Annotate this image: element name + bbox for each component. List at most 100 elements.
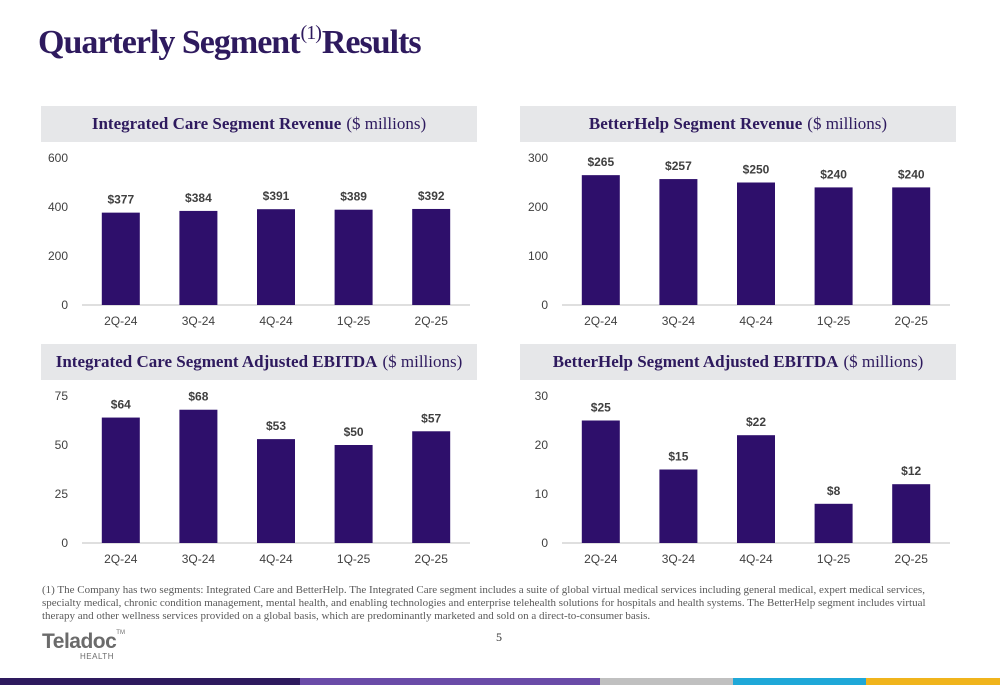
y-tick-label: 0 [541,298,548,312]
bar [814,503,853,543]
chart-betterhelp-revenue: 0 100 200 300 $265 2Q-24 $257 3Q-24 $250 4Q-24 $24… [528,151,950,328]
data-label: $240 [898,167,925,181]
data-label: $240 [820,167,847,181]
data-label: $250 [743,163,770,177]
x-tick-label: 2Q-25 [415,314,449,328]
bar [581,420,620,543]
x-tick-label: 2Q-25 [415,552,449,566]
data-label: $22 [746,415,766,429]
y-tick-label: 10 [535,487,549,501]
bar [737,182,775,305]
bar [179,210,218,305]
chart-header-ic-revenue: Integrated Care Segment Revenue ($ millio… [41,106,477,142]
y-tick-label: 75 [55,389,69,403]
stripe-segment [866,678,1000,685]
y-tick-label: 600 [48,151,68,165]
data-label: $384 [185,191,212,205]
data-label: $57 [421,411,441,425]
bar [179,409,218,543]
bar [334,209,373,305]
y-tick-label: 20 [535,438,549,452]
chart-betterhelp-ebitda: 0 10 20 30 $25 2Q-24 $15 3Q-24 $22 4Q-24 $8 1Q-25 $1… [535,389,950,566]
x-tick-label: 3Q-24 [182,552,216,566]
chart-header-ic-ebitda: Integrated Care Segment Adjusted EBITDA(… [41,344,477,380]
page-title: Quarterly Segment(1)Results [38,22,422,62]
y-tick-label: 0 [61,298,68,312]
x-tick-label: 3Q-24 [662,314,696,328]
chart-title: BetterHelp Segment Adjusted EBITDA [552,352,839,371]
y-tick-label: 200 [48,249,68,263]
chart-integrated-care-revenue: 0 200 400 600 $377 2Q-24 $384 3Q-24 $391 4Q-24 $38… [48,151,470,328]
x-tick-label: 2Q-25 [895,314,929,328]
x-tick-label: 2Q-24 [104,314,138,328]
data-label: $265 [587,155,614,169]
bar [581,175,620,305]
stripe-segment [300,678,600,685]
y-tick-label: 25 [55,487,69,501]
data-label: $64 [111,398,131,412]
x-tick-label: 4Q-24 [739,314,773,328]
y-tick-label: 300 [528,151,548,165]
page-number: 5 [496,630,502,644]
y-tick-label: 0 [541,536,548,550]
chart-title: Integrated Care Segment Revenue [91,114,342,133]
x-tick-label: 2Q-24 [104,552,138,566]
bar [659,179,698,305]
x-tick-label: 1Q-25 [817,314,851,328]
bar [257,209,295,305]
stripe-segment [733,678,866,685]
chart-integrated-care-ebitda: 0 25 50 75 $64 2Q-24 $68 3Q-24 $53 4Q-24 $50 1Q-25 $… [55,389,470,566]
data-label: $377 [107,193,134,207]
y-tick-label: 30 [535,389,549,403]
stripe-segment [0,678,300,685]
x-tick-label: 1Q-25 [337,552,371,566]
x-tick-label: 2Q-24 [584,314,618,328]
teladoc-logo: TeladocTM HEALTH [42,630,125,661]
bar [101,417,140,543]
bar [412,431,451,543]
chart-unit: ($ millions) [807,114,888,133]
logo-subtitle: HEALTH [80,652,114,661]
data-label: $257 [665,159,692,173]
bar [334,445,373,543]
x-tick-label: 2Q-25 [895,552,929,566]
title-main: Quarterly Segment [38,24,301,61]
y-tick-label: 400 [48,200,68,214]
chart-title: Integrated Care Segment Adjusted EBITDA [55,352,378,371]
y-tick-label: 0 [61,536,68,550]
y-tick-label: 100 [528,249,548,263]
bar [892,187,931,305]
bar [737,435,775,543]
bar [892,484,931,543]
chart-title: BetterHelp Segment Revenue [588,114,803,133]
x-tick-label: 4Q-24 [259,314,293,328]
data-label: $8 [827,484,841,498]
chart-header-bh-ebitda: BetterHelp Segment Adjusted EBITDA ($ mil… [520,344,956,380]
stripe-segment [600,678,733,685]
logo-wordmark: Teladoc [42,630,117,653]
data-label: $25 [591,401,611,415]
bottom-color-stripe [0,678,1000,685]
x-tick-label: 1Q-25 [337,314,371,328]
x-tick-label: 1Q-25 [817,552,851,566]
x-tick-label: 4Q-24 [259,552,293,566]
footnote: (1) The Company has two segments: Integr… [42,584,926,622]
bar [814,187,853,305]
chart-header-bh-revenue: BetterHelp Segment Revenue ($ millions) [520,106,956,142]
bar [101,212,140,305]
data-label: $68 [188,390,208,404]
data-label: $391 [263,189,290,203]
bar [659,469,698,543]
x-tick-label: 3Q-24 [182,314,216,328]
chart-unit: ($ millions) [843,352,924,371]
x-tick-label: 4Q-24 [739,552,773,566]
bar [412,208,451,305]
title-footnote-ref: (1) [300,22,322,44]
chart-unit: ($ millions) [346,114,427,133]
bar [257,439,295,543]
title-end: Results [321,24,422,61]
data-label: $50 [344,425,364,439]
x-tick-label: 3Q-24 [662,552,696,566]
data-label: $15 [668,450,688,464]
y-tick-label: 50 [55,438,69,452]
